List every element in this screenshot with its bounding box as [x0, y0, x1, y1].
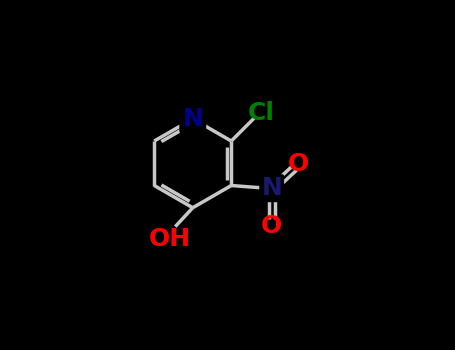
- Text: N: N: [182, 107, 203, 131]
- Text: N: N: [261, 176, 282, 200]
- Text: OH: OH: [149, 227, 191, 251]
- Text: Cl: Cl: [248, 101, 274, 125]
- Text: O: O: [261, 214, 282, 238]
- Text: O: O: [288, 152, 309, 176]
